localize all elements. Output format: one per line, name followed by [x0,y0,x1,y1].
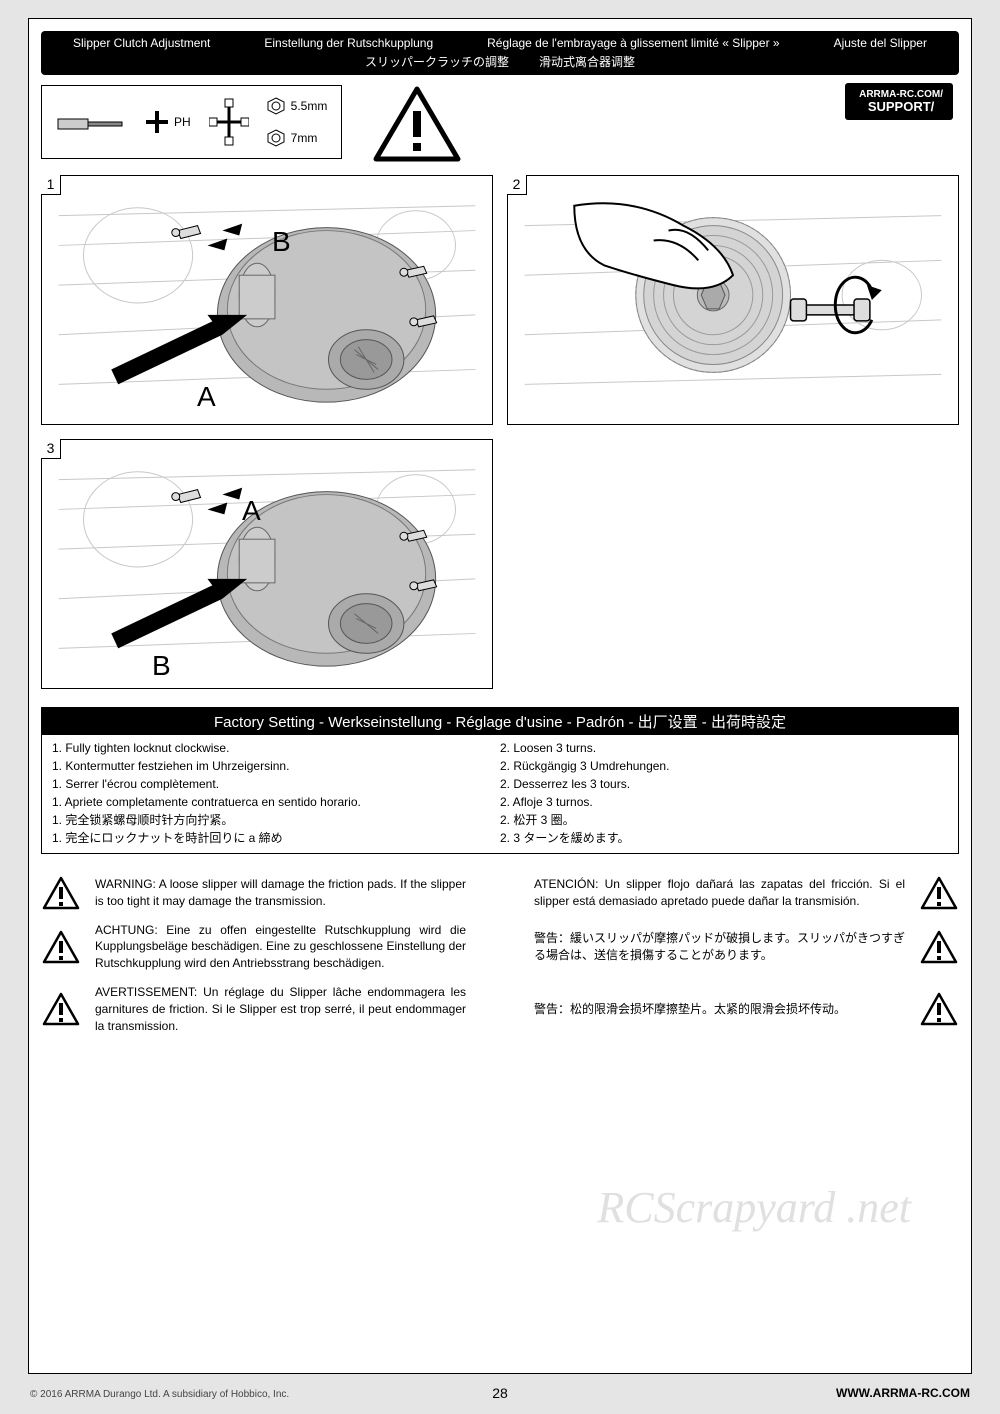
diagram-step-2: 2 [507,175,959,425]
factory-line: 1. Fully tighten locknut clockwise. [52,739,500,757]
copyright: © 2016 ARRMA Durango Ltd. A subsidiary o… [30,1389,289,1400]
factory-line: 1. Apriete completamente contratuerca en… [52,793,500,811]
section-title-bar: Slipper Clutch Adjustment Einstellung de… [41,31,959,75]
warning-icon [41,992,81,1026]
title-zh: 滑动式离合器调整 [539,54,635,71]
factory-line: 2. Afloje 3 turnos. [500,793,948,811]
nut-size-1: 5.5mm [291,99,328,113]
title-de: Einstellung der Rutschkupplung [264,35,433,52]
warning-es: ATENCIÓN: Un slipper flojo dañará las za… [534,876,905,910]
warning-zh: 警告：松的限滑会损坏摩擦垫片。太紧的限滑会损坏传动。 [534,1001,905,1018]
factory-line: 1. 完全锁紧螺母顺时针方向拧紧。 [52,811,500,829]
factory-line: 2. 松开 3 圈。 [500,811,948,829]
ph-label: PH [174,115,191,129]
step-number: 2 [507,175,527,195]
support-badge: ARRMA-RC.COM/ SUPPORT/ [845,83,953,120]
factory-line: 2. Desserrez les 3 tours. [500,775,948,793]
step1-illustration [42,176,492,424]
step-number: 1 [41,175,61,195]
nut-size-2: 7mm [291,131,318,145]
factory-line: 1. 完全にロックナットを時計回りに a 締め [52,829,500,847]
watermark: RCScrapyard .net [597,1182,911,1233]
factory-line: 1. Serrer l'écrou complètement. [52,775,500,793]
factory-line: 1. Kontermutter festziehen im Uhrzeigers… [52,757,500,775]
step3-illustration [42,440,492,688]
factory-line: 2. 3 ターンを緩めます。 [500,829,948,847]
label-a: A [242,495,261,527]
wrench-icon [209,97,249,147]
warning-icon [919,930,959,964]
warning-ja: 警告：緩いスリッパが摩擦パッドが破損します。スリッパがきつすぎる場合は、送信を損… [534,930,905,964]
factory-line: 2. Loosen 3 turns. [500,739,948,757]
diagram-step-3: 3 [41,439,493,689]
warnings-grid: WARNING: A loose slipper will damage the… [41,876,959,1035]
diagrams-grid: 1 [41,175,959,689]
factory-setting-box: Factory Setting - Werkseinstellung - Rég… [41,707,959,854]
warning-icon [41,930,81,964]
title-ja: スリッパークラッチの調整 [365,54,509,71]
warning-triangle-icon [372,85,462,165]
nut-icon [267,97,285,115]
phillips-icon [144,109,170,135]
tools-row: PH 5.5mm 7mm [41,85,959,165]
page-number: 28 [492,1385,508,1401]
support-line1: ARRMA-RC.COM/ [859,89,943,100]
screwdriver-icon [56,97,126,147]
warning-fr: AVERTISSEMENT: Un réglage du Slipper lâc… [95,984,466,1034]
tools-box: PH 5.5mm 7mm [41,85,342,159]
label-b: B [272,226,291,258]
support-line2: SUPPORT/ [859,100,943,114]
factory-left-col: 1. Fully tighten locknut clockwise. 1. K… [52,739,500,847]
factory-line: 2. Rückgängig 3 Umdrehungen. [500,757,948,775]
step-number: 3 [41,439,61,459]
footer-url: WWW.ARRMA-RC.COM [836,1386,970,1400]
warning-de: ACHTUNG: Eine zu offen eingestellte Ruts… [95,922,466,972]
empty-cell [507,439,959,689]
warning-icon [919,876,959,910]
nut-icon [267,129,285,147]
factory-header: Factory Setting - Werkseinstellung - Rég… [42,708,958,735]
warning-icon [919,992,959,1026]
warning-en: WARNING: A loose slipper will damage the… [95,876,466,910]
warning-icon [41,876,81,910]
title-es: Ajuste del Slipper [834,35,927,52]
step2-illustration [508,176,958,424]
title-fr: Réglage de l'embrayage à glissement limi… [487,35,779,52]
diagram-step-1: 1 [41,175,493,425]
label-b: B [152,650,171,682]
factory-right-col: 2. Loosen 3 turns. 2. Rückgängig 3 Umdre… [500,739,948,847]
factory-body: 1. Fully tighten locknut clockwise. 1. K… [42,735,958,853]
manual-page: Slipper Clutch Adjustment Einstellung de… [28,18,972,1374]
label-a: A [197,381,216,413]
title-en: Slipper Clutch Adjustment [73,35,210,52]
